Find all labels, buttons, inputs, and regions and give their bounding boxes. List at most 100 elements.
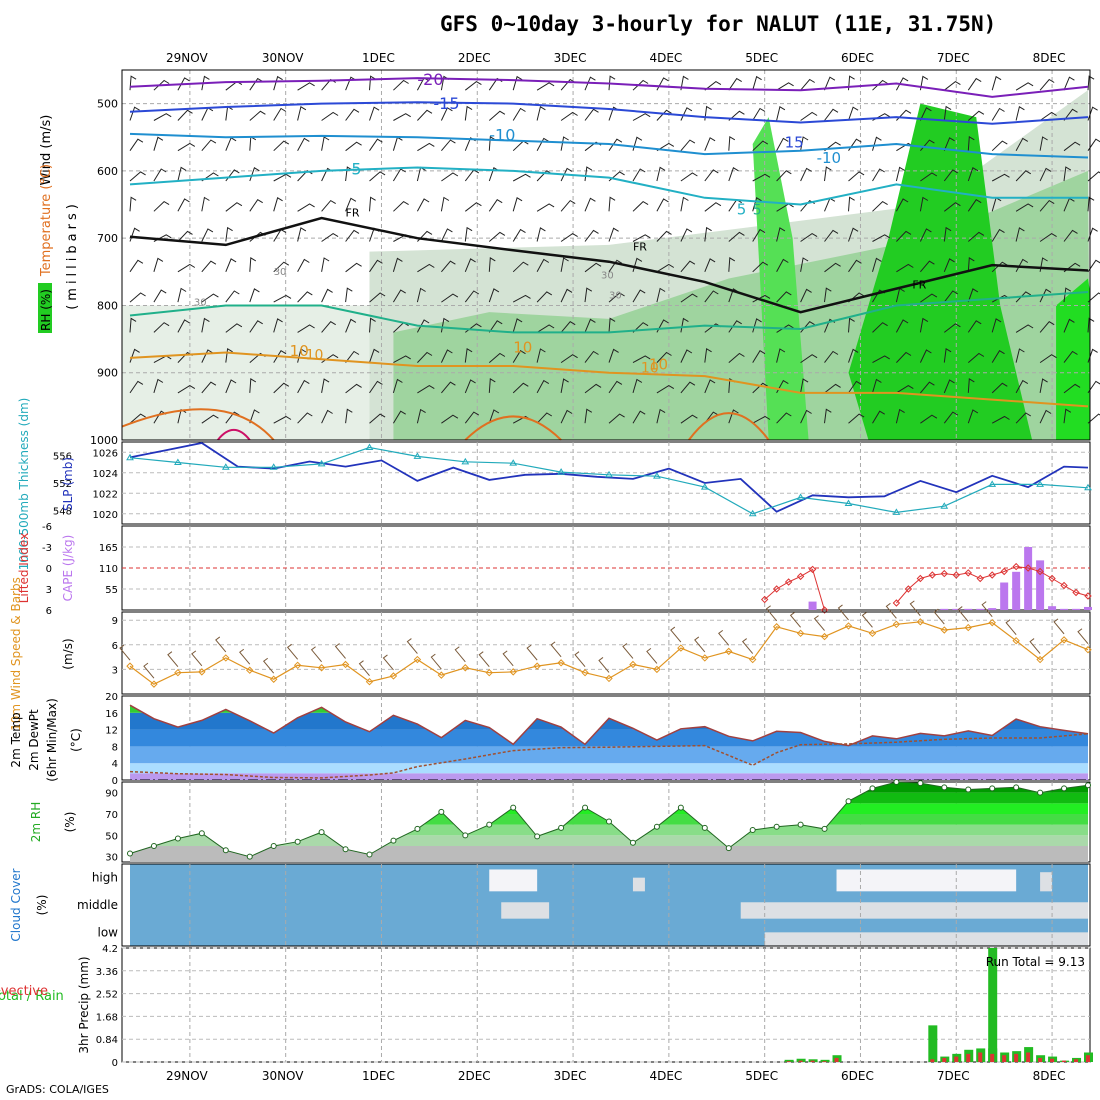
wind-barb bbox=[656, 198, 669, 212]
wind-barb bbox=[680, 414, 698, 424]
wind-barb bbox=[704, 258, 716, 272]
rh-point bbox=[222, 847, 229, 854]
wind10-point bbox=[1060, 636, 1068, 644]
cape-bar bbox=[1072, 608, 1081, 610]
wind-barb bbox=[680, 75, 689, 91]
wind-barb bbox=[967, 110, 985, 121]
bottom-date-label: 7DEC bbox=[937, 1069, 970, 1083]
contour-label: -10 bbox=[489, 126, 515, 145]
cloud-cell-high bbox=[632, 877, 645, 892]
slp-tick-label: 1024 bbox=[93, 469, 118, 480]
wind-barb bbox=[512, 350, 526, 363]
wind10-barb bbox=[861, 611, 873, 628]
rh-band bbox=[130, 792, 1088, 804]
wind10-point bbox=[413, 655, 422, 664]
rh-point bbox=[965, 786, 972, 793]
wind-barb bbox=[824, 108, 839, 121]
wind-barb bbox=[919, 75, 929, 91]
wind-barb bbox=[943, 169, 959, 182]
wind-barb bbox=[416, 198, 430, 212]
wind10-point bbox=[198, 668, 206, 676]
wind-barb bbox=[129, 259, 144, 273]
wind-barb bbox=[512, 197, 523, 212]
wind-barb bbox=[273, 75, 283, 91]
wind-barb bbox=[752, 107, 766, 121]
isotherm-15-arc1 bbox=[121, 408, 275, 441]
wind-barb bbox=[560, 378, 569, 393]
li-point bbox=[976, 574, 984, 583]
wind-barb bbox=[441, 172, 459, 182]
wind10-barb bbox=[430, 653, 442, 670]
wind-barb bbox=[1015, 203, 1034, 212]
wind-barb bbox=[632, 113, 651, 121]
wind-barb bbox=[1063, 408, 1072, 424]
wind10-barb bbox=[981, 601, 993, 617]
bottom-date-label: 30NOV bbox=[262, 1069, 304, 1083]
precip-conv-bar bbox=[954, 1056, 959, 1062]
wind-barb bbox=[129, 413, 146, 424]
top-date-label: 1DEC bbox=[362, 51, 395, 65]
wind-barb bbox=[991, 415, 1010, 424]
li-point bbox=[1036, 567, 1044, 576]
wind-barb bbox=[536, 137, 550, 151]
wind-barb bbox=[512, 382, 529, 394]
wind10-barb bbox=[358, 660, 370, 677]
wind-barb bbox=[129, 171, 146, 182]
wind-barb bbox=[249, 288, 260, 303]
wind-barb bbox=[656, 166, 666, 182]
wind-barb bbox=[943, 105, 952, 121]
wind-barb bbox=[896, 263, 914, 273]
wind10-point bbox=[461, 664, 470, 672]
wind-barb bbox=[848, 413, 865, 424]
wind-barb bbox=[225, 258, 237, 272]
wind-barb bbox=[656, 109, 672, 121]
cape-bar bbox=[976, 608, 985, 610]
thickness-point bbox=[557, 468, 565, 475]
wind-barb bbox=[536, 106, 546, 121]
wind-barb bbox=[321, 111, 339, 121]
wind-barb bbox=[225, 347, 233, 363]
wind-barb bbox=[1039, 111, 1057, 121]
rh-point bbox=[582, 804, 589, 811]
precip-conv-bar bbox=[1050, 1058, 1055, 1062]
wind-barb bbox=[393, 79, 409, 91]
wind-barb bbox=[991, 107, 1005, 121]
wind-barb bbox=[656, 351, 672, 363]
wind-barb bbox=[704, 80, 722, 91]
wind10-point bbox=[892, 620, 901, 629]
wind-barb bbox=[800, 288, 812, 303]
wind-barb bbox=[895, 166, 905, 182]
wind10-barb bbox=[622, 643, 634, 659]
pressure-tick-label: 500 bbox=[97, 98, 118, 111]
wind-barb bbox=[608, 227, 619, 242]
thickness-point bbox=[269, 463, 278, 470]
wind-barb bbox=[297, 291, 313, 303]
wind-barb bbox=[512, 261, 529, 273]
wind10-point bbox=[988, 618, 996, 627]
rh-point bbox=[701, 824, 708, 831]
wind-barb bbox=[345, 318, 357, 333]
precip-total-bar bbox=[928, 1025, 938, 1062]
wind-barb bbox=[392, 378, 403, 394]
wind10-barb bbox=[765, 605, 778, 622]
cloud-cell-middle bbox=[501, 902, 550, 919]
wind-barb bbox=[776, 258, 789, 273]
wind10-point bbox=[796, 629, 805, 638]
thickness-point bbox=[1036, 480, 1044, 487]
wind10-barb bbox=[334, 643, 346, 659]
rh-point bbox=[989, 785, 996, 792]
wind-barb bbox=[632, 322, 649, 333]
li-point bbox=[892, 599, 901, 607]
wind-barb bbox=[441, 139, 456, 152]
wind-barb bbox=[824, 166, 832, 182]
wind10-point bbox=[174, 668, 182, 677]
thickness-point bbox=[844, 499, 853, 506]
wind10-point bbox=[725, 647, 733, 656]
li-point bbox=[808, 565, 817, 574]
panel-wind10-frame bbox=[121, 611, 1091, 695]
wind-barb bbox=[967, 77, 982, 91]
wind10-barb bbox=[933, 608, 945, 625]
wind-barb bbox=[728, 231, 745, 242]
wind-barb bbox=[297, 379, 310, 394]
wind-barb bbox=[632, 200, 649, 212]
